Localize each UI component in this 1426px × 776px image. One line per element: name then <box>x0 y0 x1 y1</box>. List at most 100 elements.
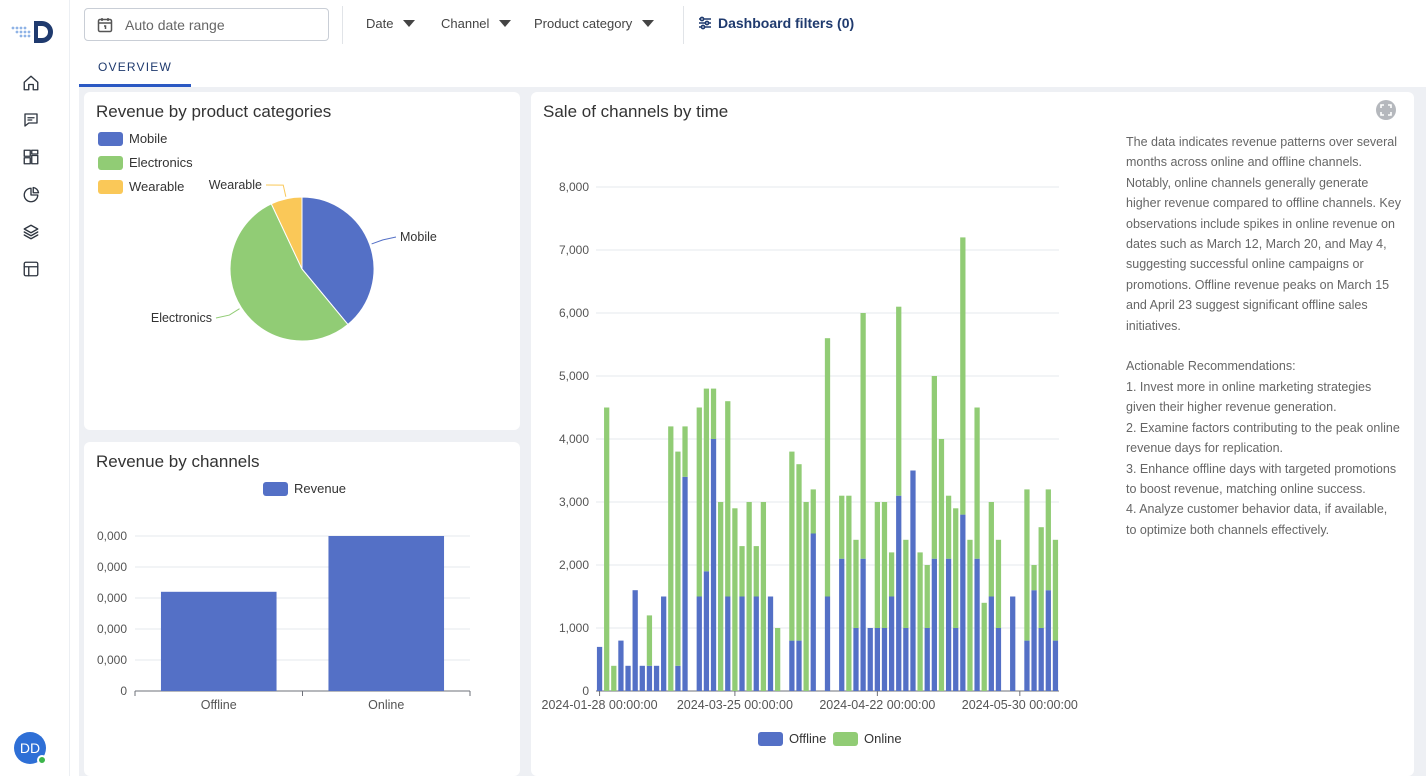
online-bar <box>1052 539 1059 641</box>
offline-bar <box>632 590 638 691</box>
dashboard-icon[interactable] <box>20 146 42 168</box>
pie-label-line <box>265 184 287 197</box>
y-tick-label: 2,000 <box>559 558 589 572</box>
offline-bar <box>945 558 952 691</box>
y-tick-label: 0 <box>120 684 127 698</box>
legend-item-wearable[interactable]: Wearable <box>98 179 184 194</box>
channels-bar-chart: 0 0,000 0,000 0,000 0,000 0,000 Offline Online <box>97 529 471 712</box>
legend-item-offline[interactable]: Offline <box>758 731 826 746</box>
offline-bar <box>910 470 916 691</box>
offline-bar <box>924 628 930 691</box>
legend-label: Offline <box>789 731 827 746</box>
legend-swatch <box>263 481 288 496</box>
offline-bar <box>767 596 774 691</box>
home-icon[interactable] <box>20 72 42 94</box>
online-bar <box>611 665 617 691</box>
online-bar <box>931 376 937 559</box>
expand-icon[interactable] <box>1376 100 1396 120</box>
online-bar <box>846 495 852 691</box>
online-bar <box>974 407 980 559</box>
legend-item-online[interactable]: Online <box>833 731 902 746</box>
online-bar <box>1031 565 1037 591</box>
tab-overview[interactable]: OVERVIEW <box>79 50 191 87</box>
online-bar <box>995 539 1002 628</box>
chat-icon[interactable] <box>20 109 42 131</box>
date-filter-dropdown[interactable]: Date <box>366 16 416 31</box>
offline-bar <box>810 533 816 691</box>
date-range-placeholder: Auto date range <box>125 16 225 33</box>
legend-item-electronics[interactable]: Electronics <box>98 155 193 170</box>
layers-icon[interactable] <box>20 221 42 243</box>
online-bar <box>668 426 674 691</box>
legend-label: Revenue <box>294 481 347 496</box>
ai-insight-text: The data indicates revenue patterns over… <box>1126 135 1401 537</box>
online-bar <box>775 628 781 691</box>
offline-bar <box>867 628 873 691</box>
offline-bar <box>653 665 660 691</box>
legend-label: Online <box>864 731 902 746</box>
offline-bar <box>903 628 909 691</box>
channel-filter-label: Channel <box>441 16 490 31</box>
y-tick-label: 4,000 <box>559 432 589 446</box>
divider <box>342 6 343 44</box>
table-icon[interactable] <box>20 258 42 280</box>
time-stacked-bar-chart: 0 1,000 2,000 3,000 4,000 5,000 6,000 7,000 8,00… <box>542 180 1078 712</box>
legend-label: Electronics <box>129 155 193 170</box>
app-logo[interactable] <box>10 18 56 48</box>
offline-bar <box>1010 596 1016 691</box>
offline-bar <box>710 439 717 691</box>
offline-bar <box>1052 640 1059 691</box>
sale-of-channels-by-time-card: Sale of channels by time 0 1,000 2,000 3,00… <box>531 92 1414 776</box>
online-bar <box>725 401 731 597</box>
offline-bar <box>739 596 745 691</box>
online-bar <box>1024 489 1030 641</box>
legend-label: Wearable <box>129 179 185 194</box>
online-bar <box>718 502 724 691</box>
online-bar <box>696 407 702 597</box>
online-bar <box>839 495 845 559</box>
legend-item-mobile[interactable]: Mobile <box>98 131 167 146</box>
user-avatar[interactable]: DD <box>14 732 47 765</box>
dashboard-filters-button[interactable]: Dashboard filters (0) <box>698 15 854 31</box>
offline-bar <box>839 558 845 691</box>
pie-label-line <box>371 236 397 245</box>
y-tick-label: 6,000 <box>559 306 589 320</box>
offline-bar <box>1045 590 1051 691</box>
x-tick-label: 2024-05-30 00:00:00 <box>962 698 1078 712</box>
date-filter-label: Date <box>366 16 394 31</box>
pie-slice-label: Mobile <box>400 230 437 244</box>
chevron-down-icon <box>403 20 416 27</box>
online-bar <box>967 539 973 691</box>
offline-bar <box>995 628 1002 691</box>
legend-item-revenue[interactable]: Revenue <box>263 481 346 496</box>
x-tick-label: 2024-03-25 00:00:00 <box>677 698 793 712</box>
y-tick-label: 0,000 <box>97 560 127 574</box>
date-range-input[interactable]: Auto date range <box>84 8 329 41</box>
offline-bar <box>596 646 603 691</box>
online-bar <box>703 388 710 572</box>
online-bar <box>924 565 930 628</box>
online-status-dot <box>37 755 47 765</box>
online-bar <box>881 502 888 628</box>
pie-chart-icon[interactable] <box>20 184 42 206</box>
online-bar <box>988 502 994 597</box>
online-bar <box>824 338 831 597</box>
offline-bar <box>888 596 895 691</box>
offline-bar <box>988 596 994 691</box>
calendar-icon <box>97 17 113 32</box>
legend-label: Mobile <box>129 131 168 146</box>
product-category-filter-dropdown[interactable]: Product category <box>534 16 655 31</box>
online-bar <box>860 313 866 559</box>
offline-bar <box>625 665 631 691</box>
offline-bar <box>696 596 702 691</box>
online-bar <box>810 489 816 534</box>
channel-filter-dropdown[interactable]: Channel <box>441 16 512 31</box>
online-bar <box>789 451 795 641</box>
offline-bar <box>1038 628 1044 691</box>
offline-bar <box>881 628 888 691</box>
card-title: Revenue by channels <box>96 452 260 471</box>
online-bar <box>1045 489 1051 591</box>
offline-bar <box>789 640 795 691</box>
online-bar <box>953 508 959 628</box>
top-bar: Auto date range Date Channel Product cat… <box>70 0 1426 50</box>
